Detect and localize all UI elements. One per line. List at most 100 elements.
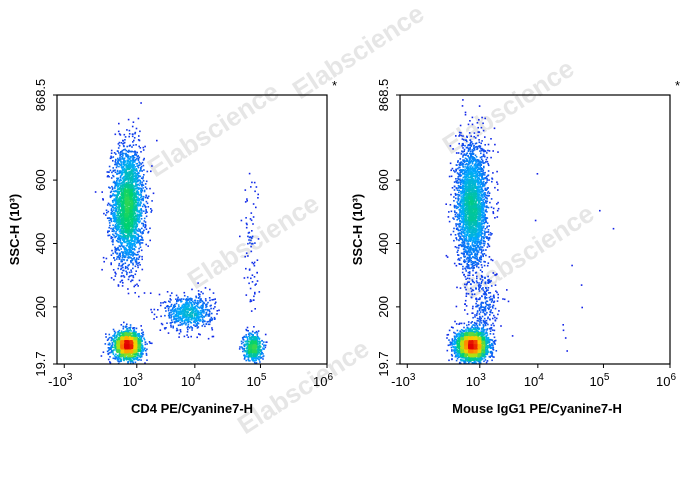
event-dot [129,357,132,359]
event-dot [245,252,248,254]
event-dot [125,270,127,273]
event-dot [122,335,125,337]
event-dot [136,170,138,172]
event-dot [134,340,136,343]
event-dot [251,281,254,283]
event-dot [118,216,120,218]
event-dot [114,246,116,249]
event-dot [127,216,130,219]
event-dot [133,232,136,235]
event-dot [144,145,146,148]
event-dot [144,186,147,188]
event-dot [137,333,139,335]
event-dot [213,318,216,320]
event-dot [119,281,122,283]
event-dot [243,277,246,279]
event-dot [257,337,260,339]
event-dot [122,333,124,335]
event-dot [118,182,120,184]
event-dot [114,133,117,136]
event-dot [169,294,172,297]
event-dot [126,173,128,175]
event-dot [115,153,117,155]
event-dot [129,242,131,244]
event-dot [118,334,121,336]
event-dot [132,330,135,332]
event-dot [253,361,256,364]
event-dot [136,356,139,359]
event-dot [122,218,125,220]
event-dot [134,240,136,243]
event-dot [105,209,108,212]
event-dot [135,214,138,217]
event-dot [142,199,144,202]
event-dot [120,241,122,244]
event-dot [129,165,131,168]
event-dot [127,333,130,335]
event-dot [120,355,122,357]
event-dot [196,305,199,308]
event-dot [139,246,142,248]
event-dot [245,267,247,270]
event-dot [123,162,125,164]
event-dot [116,195,118,197]
event-dot [119,245,122,248]
event-dot [112,187,114,189]
event-dot [135,344,138,346]
event-dot [253,336,256,338]
event-dot [126,211,129,214]
event-dot [203,315,205,318]
event-dot [188,309,191,312]
event-dot [252,355,255,358]
event-dot [117,240,119,243]
event-dot [248,236,251,239]
event-dot [138,350,140,352]
event-dot [118,264,120,267]
event-dot [196,323,199,325]
event-dot [116,221,118,224]
event-dot [112,252,114,255]
event-dot [143,348,146,351]
event-dot [124,215,126,218]
event-dot [122,200,125,203]
event-dot [175,311,178,314]
event-dot [132,133,134,135]
event-dot [262,355,265,357]
event-dot [112,190,115,193]
event-dot [113,217,116,220]
event-dot [138,279,141,282]
event-dot [134,265,137,268]
event-dot [184,319,186,322]
event-dot [124,356,127,359]
event-dot [128,271,131,274]
event-dot [115,198,117,201]
event-dot [134,187,137,190]
event-dot [144,196,147,199]
event-dot [116,200,118,202]
event-dot [193,307,196,309]
event-dot [213,316,216,319]
event-dot [121,214,124,216]
event-dot [138,161,140,163]
event-dot [253,359,255,362]
event-dot [112,206,115,208]
event-dot [114,248,117,251]
event-dot [160,315,162,318]
event-dot [139,340,142,343]
event-dot [127,214,130,216]
event-dot [130,220,133,222]
event-dot [245,334,247,336]
event-dot [252,348,254,350]
event-dot [120,208,122,211]
event-dot [123,221,125,224]
event-dot [126,215,128,217]
event-dot [134,151,137,153]
event-dot [149,227,151,230]
event-dot [122,197,125,199]
event-dot [187,302,189,305]
event-dot [249,354,252,357]
event-dot [130,231,133,233]
event-dot [178,313,180,315]
event-dot [199,309,202,312]
event-dot [123,210,125,213]
